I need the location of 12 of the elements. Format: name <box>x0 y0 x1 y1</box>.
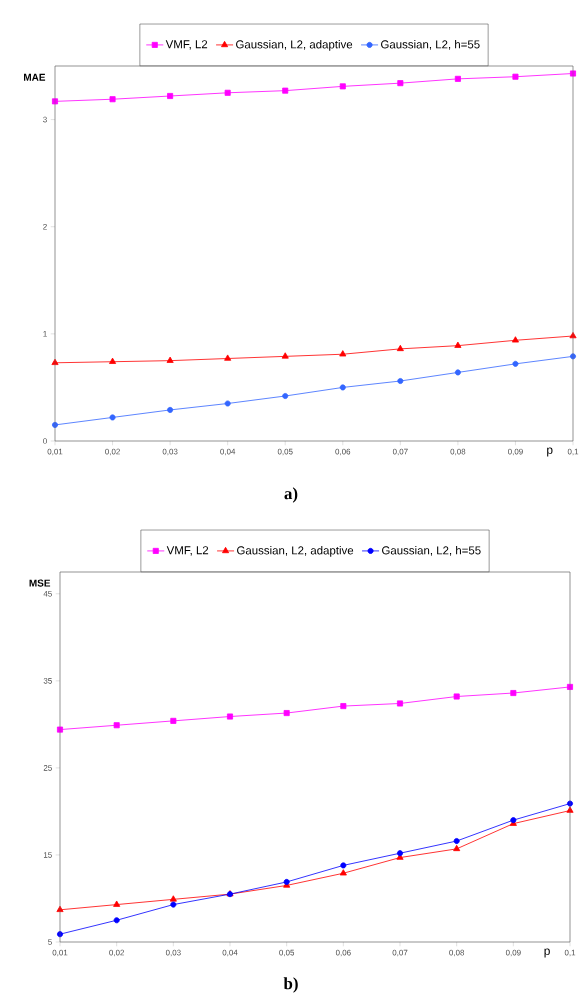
legend-label: Gaussian, L2, adaptive <box>236 40 353 51</box>
legend-label: Gaussian, L2, adaptive <box>237 546 354 557</box>
x-axis-title: p <box>544 948 550 958</box>
legend-label: VMF, L2 <box>165 40 208 50</box>
text: a) <box>284 487 298 503</box>
y-axis-title: MSE <box>29 579 51 587</box>
text: b) <box>283 977 298 993</box>
legend-label: Gaussian, L2, h=55 <box>381 40 480 50</box>
legend-label: Gaussian, L2, h=55 <box>382 546 481 556</box>
legend-label: VMF, L2 <box>166 546 209 556</box>
y-axis-title: MAE <box>24 73 46 81</box>
x-axis-title: p <box>547 447 553 457</box>
